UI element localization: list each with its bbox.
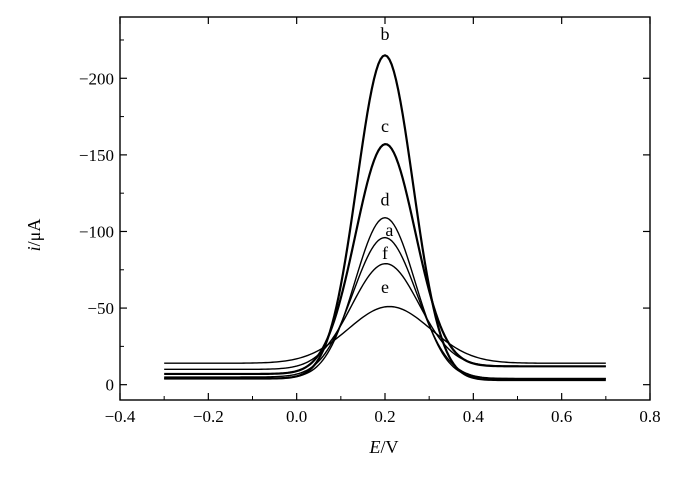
x-tick-label: −0.4 — [105, 407, 136, 426]
y-tick-label: 0 — [106, 376, 115, 395]
curve-f — [164, 262, 606, 371]
x-axis-title: E/V — [368, 437, 398, 457]
curve-e — [164, 305, 606, 364]
y-tick-label: −50 — [87, 299, 114, 318]
y-tick-label: −100 — [79, 222, 114, 241]
curves-layer — [164, 54, 606, 382]
y-axis-title: i/μA — [24, 219, 44, 252]
curve-label-c: c — [381, 116, 389, 136]
curve-label-f: f — [382, 243, 388, 263]
x-tick-label: −0.2 — [193, 407, 224, 426]
x-tick-label: 0.0 — [286, 407, 307, 426]
curve-a — [164, 236, 606, 380]
curve-label-b: b — [381, 24, 390, 44]
curve-label-a: a — [385, 220, 393, 240]
curve-d — [164, 216, 606, 380]
x-tick-label: 0.8 — [639, 407, 660, 426]
y-tick-label: −150 — [79, 146, 114, 165]
x-tick-label: 0.6 — [551, 407, 572, 426]
x-tick-label: 0.4 — [463, 407, 485, 426]
curve-label-d: d — [381, 189, 390, 209]
y-tick-label: −200 — [79, 69, 114, 88]
x-tick-label: 0.2 — [374, 407, 395, 426]
axes-layer: −0.4 −0.2 0.0 0.2 0.4 0.6 0.8 0 −50 −100 −150 −200 — [79, 16, 661, 426]
curve-label-e: e — [381, 277, 389, 297]
